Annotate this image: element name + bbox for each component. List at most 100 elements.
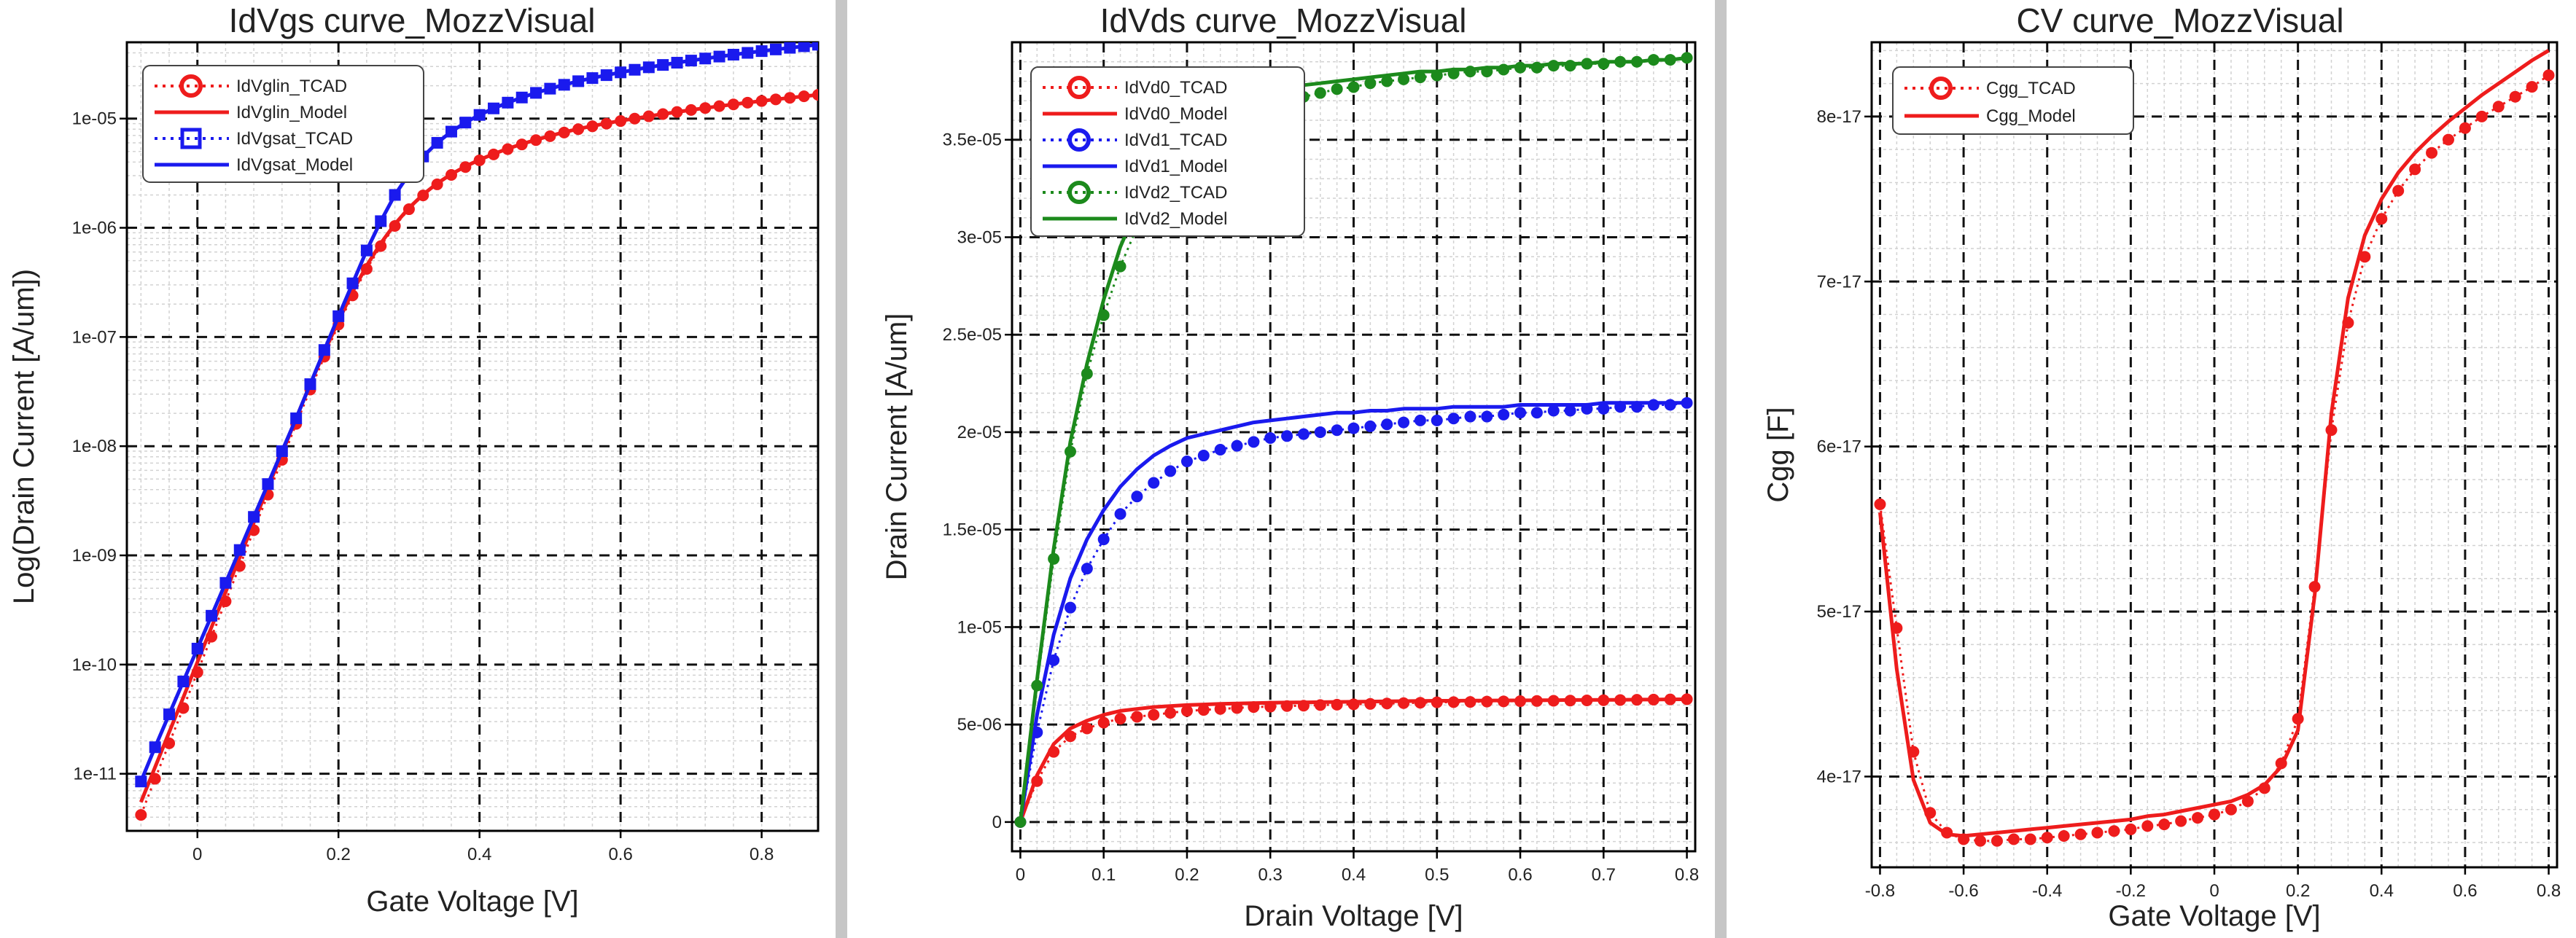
data-point	[2526, 81, 2538, 93]
data-point	[2141, 820, 2154, 832]
x-tick-label: 0.6	[2453, 881, 2477, 901]
data-point	[1281, 430, 1293, 442]
y-tick-label: 2e-05	[957, 423, 1002, 442]
data-point	[1231, 439, 1243, 452]
legend-swatch-marker	[1929, 77, 1953, 100]
x-tick-label: 0.7	[1592, 865, 1616, 885]
cv-panel: CV curve_MozzVisual -0.8 -0.6 -0.4 -0.2 0 0.2 0…	[1727, 0, 2576, 938]
data-point	[1314, 426, 1326, 438]
series-idvd1-model	[1018, 401, 1687, 823]
data-point	[1097, 716, 1110, 729]
data-point	[1398, 73, 1410, 85]
data-point	[1347, 422, 1360, 434]
legend-label: IdVd1_Model	[1124, 157, 1227, 176]
y-axis-label: Drain Current [A/um]	[881, 313, 913, 581]
data-point	[1514, 407, 1527, 419]
data-point	[2058, 829, 2070, 842]
data-point	[1248, 436, 1260, 448]
data-point	[2091, 826, 2104, 839]
data-point	[1874, 498, 1886, 510]
legend-item-idvglin-tcad: IdVglin_TCAD	[155, 74, 347, 98]
x-axis-label: Drain Voltage [V]	[1244, 900, 1463, 932]
legend-swatch-marker	[1067, 128, 1091, 152]
series-idvd0-model	[1019, 697, 1687, 823]
legend-label: IdVglin_TCAD	[236, 77, 347, 96]
x-tick-label: -0.6	[1948, 881, 1978, 901]
x-tick-label: 0.1	[1092, 865, 1116, 885]
data-point	[1664, 399, 1676, 411]
y-tick-label: 0	[992, 813, 1002, 832]
series-dotline-idvd1-tcad	[1019, 402, 1687, 823]
data-point	[2175, 815, 2187, 827]
data-point	[1097, 534, 1110, 546]
data-point	[1381, 418, 1393, 431]
y-tick-label: 7e-17	[1817, 272, 1861, 292]
data-point	[1364, 77, 1377, 90]
y-axis-label: Log(Drain Current [A/um])	[8, 269, 40, 604]
data-point	[1180, 705, 1193, 717]
data-point	[1131, 491, 1143, 503]
y-tick-label: 2.5e-05	[943, 325, 1002, 345]
y-tick-label: 3e-05	[957, 227, 1002, 247]
y-tick-label: 1e-10	[72, 655, 117, 675]
series-line-idvd0-model	[1019, 697, 1687, 823]
data-point	[1398, 697, 1410, 709]
legend-item-idvd2-model: IdVd2_Model	[1043, 209, 1227, 229]
x-tick-label: 0.4	[2370, 881, 2394, 901]
plot-area	[1874, 49, 2555, 847]
x-tick-label: 0.2	[1175, 865, 1199, 885]
x-tick-label: 0.8	[1675, 865, 1699, 885]
data-point	[2192, 812, 2204, 824]
data-point	[1414, 71, 1426, 84]
plot-area	[135, 42, 818, 821]
data-point	[1114, 508, 1126, 520]
plot-frame	[125, 41, 820, 832]
data-point	[1464, 410, 1476, 423]
y-tick-label: 1e-05	[957, 617, 1002, 637]
data-point	[1064, 601, 1076, 614]
data-point	[2158, 818, 2171, 831]
legend-box	[142, 65, 424, 183]
legend-label: IdVgsat_Model	[236, 155, 353, 175]
data-point	[1498, 408, 1510, 421]
idvgs-chart: IdVgs curve_MozzVisual 0 0.2 0.4 0.6 0.8 1e-11…	[8, 1, 820, 918]
data-point	[2375, 213, 2388, 225]
legend-label: IdVd0_Model	[1124, 104, 1227, 124]
data-point	[1264, 431, 1277, 444]
data-point	[1564, 404, 1576, 417]
x-tick-label: 0.4	[1342, 865, 1366, 885]
x-tick-label: 0	[2209, 881, 2219, 901]
y-tick-label: 1e-11	[73, 765, 117, 784]
data-point	[1530, 407, 1543, 419]
data-point	[1114, 260, 1126, 273]
y-tick-label: 1e-06	[72, 219, 117, 238]
data-point	[2225, 803, 2237, 816]
data-point	[2125, 823, 2137, 835]
data-point	[2108, 825, 2120, 837]
data-point	[2509, 90, 2521, 103]
data-point	[1081, 563, 1093, 575]
legend-label: IdVglin_Model	[236, 103, 347, 122]
data-point	[1081, 722, 1093, 735]
y-tick-label: 3.5e-05	[943, 130, 1002, 150]
data-point	[1364, 420, 1377, 432]
x-tick-label: 0.6	[608, 845, 632, 864]
data-point	[1331, 83, 1343, 95]
data-point	[2041, 832, 2053, 844]
legend-label: IdVgsat_TCAD	[236, 129, 353, 149]
data-point	[1314, 87, 1326, 99]
data-point	[1331, 424, 1343, 437]
legend-item-cgg-model: Cgg_Model	[1904, 106, 2076, 126]
legend-swatch-marker	[180, 128, 202, 149]
data-point	[1197, 704, 1210, 716]
data-point	[2074, 828, 2087, 840]
x-tick-label: -0.8	[1865, 881, 1895, 901]
x-tick-label: 0.8	[2537, 881, 2561, 901]
x-tick-label: 0.8	[750, 845, 774, 864]
data-point	[2409, 163, 2421, 176]
legend-item-idvgsat-model: IdVgsat_Model	[155, 155, 353, 175]
x-tick-label: -0.4	[2032, 881, 2062, 901]
data-point	[1180, 456, 1193, 468]
data-point	[2241, 795, 2254, 808]
data-point	[2007, 833, 2020, 845]
